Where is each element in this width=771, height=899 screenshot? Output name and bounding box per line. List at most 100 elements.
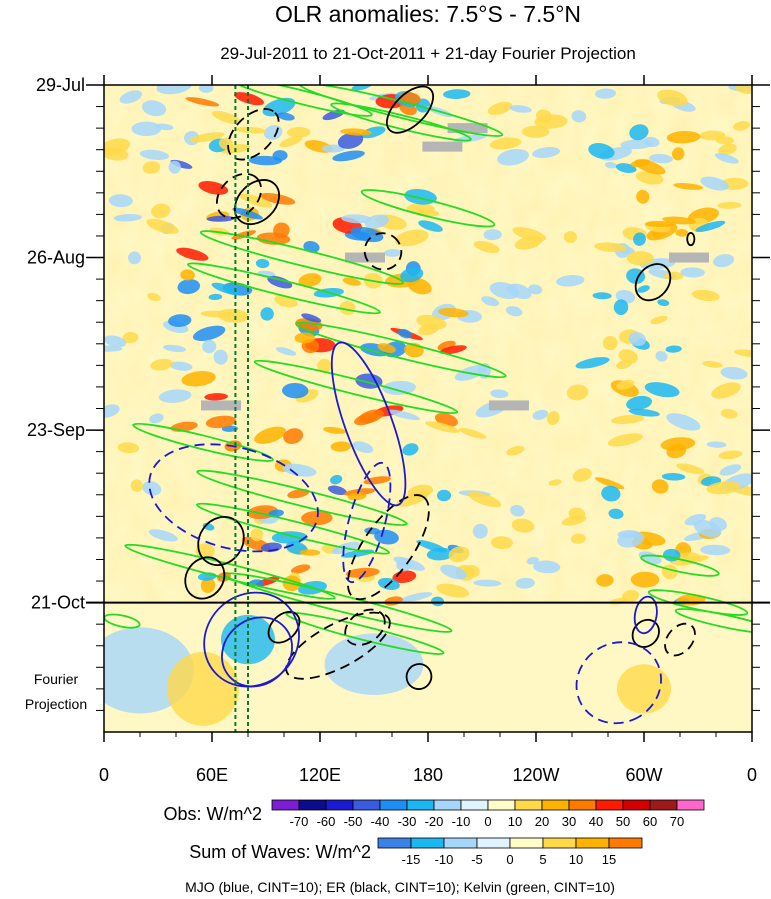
anomaly-patch [321,144,346,153]
anomaly-patch [715,136,735,145]
anomaly-patch [117,442,140,454]
anomaly-patch [700,544,731,556]
waves-colorbar-swatch [377,837,412,849]
anomaly-patch [327,485,347,496]
anomaly-patch [426,547,455,561]
anomaly-patch [394,229,429,247]
anomaly-patch [735,85,752,94]
x-tick-label: 180 [413,765,443,785]
kelvin-contour [360,189,496,228]
obs-colorbar-swatch [298,799,327,811]
projection-anomaly-patch [167,651,239,726]
kelvin-contour [199,230,405,285]
anomaly-patch [104,404,120,418]
anomaly-patch [601,485,621,502]
anomaly-patch [382,380,416,395]
waves-colorbar-swatch [542,837,577,849]
anomaly-patch [158,389,192,403]
er-contour [634,263,672,302]
anomaly-patch [490,536,513,550]
anomaly-patch [275,347,297,356]
plot-area [104,85,752,732]
anomaly-patch [176,247,209,261]
waves-colorbar-swatch [509,837,544,849]
contour-legend: MJO (blue, CINT=10); ER (black, CINT=10)… [185,879,615,895]
axes: 0 60E 120E 180 120W 60W 0 29-Jul 26-Aug 23-Sep 21-… [27,75,770,785]
anomaly-patch [189,132,225,143]
anomaly-patch [301,510,333,526]
kelvin-contour [187,262,381,315]
obs-colorbar-level: 0 [484,814,491,829]
missing-data-patch [201,400,241,411]
obs-colorbar-level: 10 [508,814,522,829]
x-tick-label: 120W [512,765,559,785]
obs-colorbar-level: 40 [589,814,603,829]
waves-colorbar-level: -5 [471,852,483,867]
anomaly-patch [661,473,686,481]
anomaly-patch [666,413,701,431]
kelvin-contour [674,608,752,635]
anomaly-patch [108,194,133,208]
anomaly-patch [345,567,380,578]
anomaly-patch [594,88,617,99]
anomaly-patch [533,560,561,574]
anomaly-patch [271,531,308,544]
anomaly-patch [733,121,751,131]
anomaly-patch [141,100,167,117]
anomaly-patch [342,277,361,286]
waves-colorbar-level: -15 [402,852,421,867]
anomaly-patch [718,450,743,460]
anomaly-patch [532,409,549,420]
anomaly-patch [473,240,500,253]
er-contour [285,611,391,680]
anomaly-patch [256,232,291,245]
obs-colorbar-level: -20 [425,814,444,829]
y-tick-label: 26-Aug [27,248,85,268]
kelvin-contour [196,502,390,555]
anomaly-patch [440,564,467,580]
anomaly-patch [204,393,228,401]
obs-colorbar-level: -60 [317,814,336,829]
anomaly-patch [636,189,650,204]
obs-colorbar-level: 70 [670,814,684,829]
anomaly-patch [330,441,351,452]
anomaly-patch [691,289,720,302]
anomaly-patch [563,230,578,243]
anomaly-patch [657,89,688,107]
anomaly-patch [628,408,660,417]
anomaly-patch [572,468,592,482]
anomaly-patch [339,300,356,315]
er-contour [363,232,403,271]
er-contour [216,172,262,219]
anomaly-patch [709,517,727,532]
anomaly-patch [438,307,469,318]
anomaly-patch [618,349,638,364]
anomaly-patch [617,531,645,548]
anomaly-patch [218,138,234,150]
anomaly-patch [299,549,321,556]
anomaly-patch [374,529,399,545]
obs-colorbar-swatch [460,799,489,811]
anomaly-patch [448,546,470,563]
anomaly-patch [604,161,618,169]
anomaly-patch [635,171,664,185]
obs-colorbar-swatch [541,799,570,811]
anomaly-patch [439,345,467,355]
anomaly-patch [481,296,500,307]
projection-label-line2: Projection [25,696,87,712]
anomaly-patch [155,123,174,131]
obs-colorbar-swatch [595,799,624,811]
anomaly-patch [156,85,192,95]
waves-colorbar-level: 15 [602,852,616,867]
anomaly-patch [168,160,181,174]
x-tick-label: 120E [299,765,341,785]
anomaly-patch [512,226,547,242]
anomaly-patch [443,89,471,99]
anomaly-patch [561,515,587,526]
obs-colorbar-level: 50 [616,814,630,829]
er-contour [405,663,433,690]
anomaly-patch [621,589,640,603]
x-tick-label: 60E [196,765,228,785]
anomaly-patch [294,332,315,344]
anomaly-patch [651,479,669,494]
